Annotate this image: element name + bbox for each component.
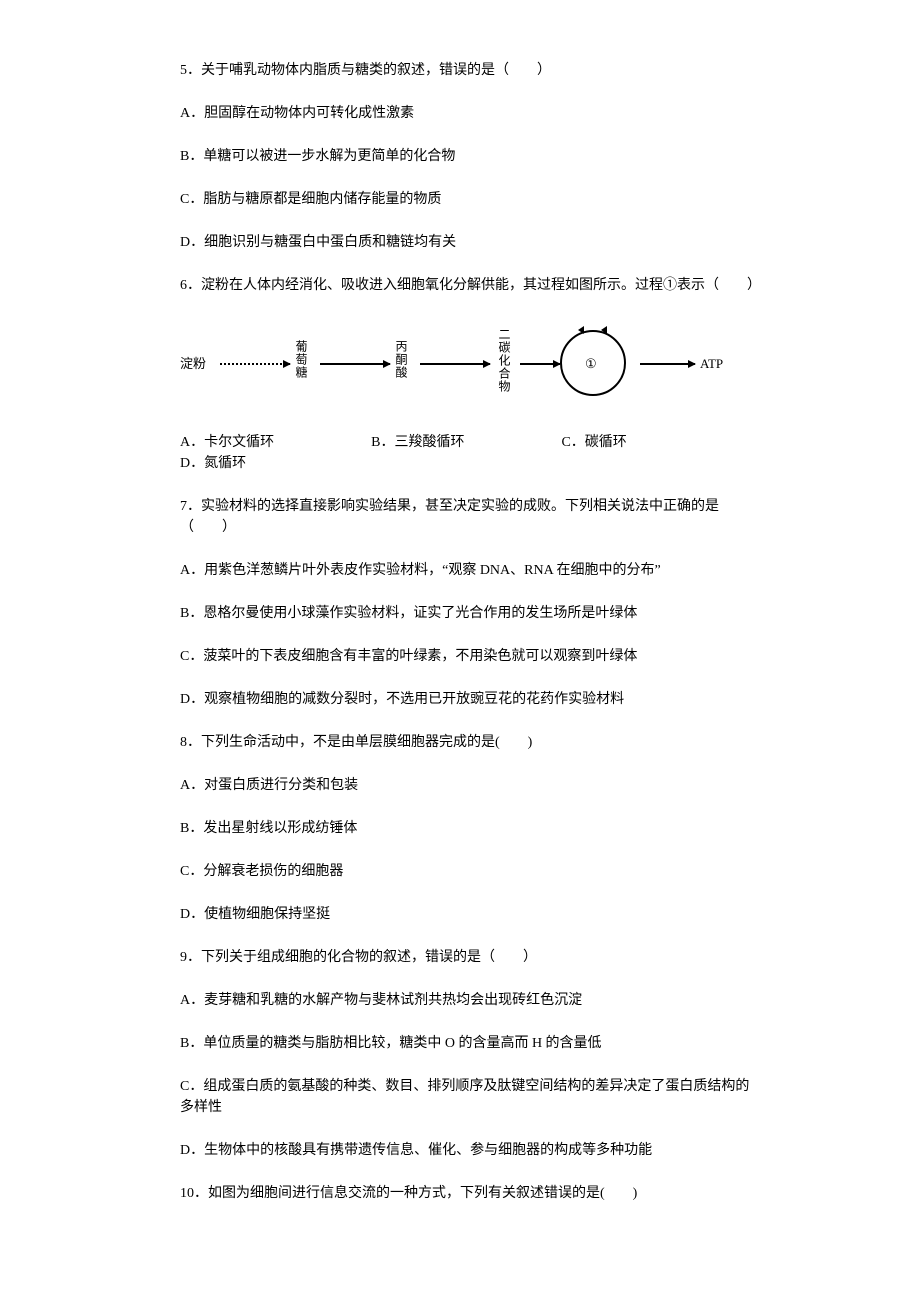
q7-option-a: A．用紫色洋葱鳞片叶外表皮作实验材料，“观察 DNA、RNA 在细胞中的分布”	[180, 560, 760, 581]
arrow-icon	[640, 363, 695, 365]
arrow-icon	[220, 363, 290, 365]
arrow-icon	[420, 363, 490, 365]
arrowhead-icon	[283, 360, 291, 368]
q6-option-b: B．三羧酸循环	[371, 432, 464, 453]
q5-option-b: B．单糖可以被进一步水解为更简单的化合物	[180, 146, 760, 167]
q5-option-d: D．细胞识别与糖蛋白中蛋白质和糖链均有关	[180, 232, 760, 253]
q7-option-d: D．观察植物细胞的减数分裂时，不选用已开放豌豆花的花药作实验材料	[180, 689, 760, 710]
q6-option-c: C．碳循环	[561, 432, 626, 453]
q8-option-d: D．使植物细胞保持坚挺	[180, 904, 760, 925]
q6-stem: 6．淀粉在人体内经消化、吸收进入细胞氧化分解供能，其过程如图所示。过程①表示（ …	[180, 275, 760, 296]
arrow-icon	[520, 363, 560, 365]
q10-stem: 10．如图为细胞间进行信息交流的一种方式，下列有关叙述错误的是( )	[180, 1183, 760, 1204]
q8-option-a: A．对蛋白质进行分类和包装	[180, 775, 760, 796]
q8-option-c: C．分解衰老损伤的细胞器	[180, 861, 760, 882]
q8-option-b: B．发出星射线以形成纺锤体	[180, 818, 760, 839]
arrow-icon	[320, 363, 390, 365]
q9-option-c: C．组成蛋白质的氨基酸的种类、数目、排列顺序及肽键空间结构的差异决定了蛋白质结构…	[180, 1076, 760, 1118]
q7-stem: 7．实验材料的选择直接影响实验结果，甚至决定实验的成败。下列相关说法中正确的是（…	[180, 496, 760, 538]
diagram-label-glucose: 葡萄糖	[292, 340, 310, 385]
q5-option-c: C．脂肪与糖原都是细胞内储存能量的物质	[180, 189, 760, 210]
q7-option-b: B．恩格尔曼使用小球藻作实验材料，证实了光合作用的发生场所是叶绿体	[180, 603, 760, 624]
arrowhead-icon	[383, 360, 391, 368]
q9-option-b: B．单位质量的糖类与脂肪相比较，糖类中 O 的含量高而 H 的含量低	[180, 1033, 760, 1054]
diagram-label-c2: 二碳化合物	[495, 328, 513, 399]
q6-option-a: A．卡尔文循环	[180, 432, 274, 453]
exam-page: 5．关于哺乳动物体内脂质与糖类的叙述，错误的是（ ） A．胆固醇在动物体内可转化…	[0, 0, 920, 1302]
q9-option-d: D．生物体中的核酸具有携带遗传信息、催化、参与细胞器的构成等多种功能	[180, 1140, 760, 1161]
diagram-label-atp: ATP	[700, 354, 723, 374]
q5-option-a: A．胆固醇在动物体内可转化成性激素	[180, 103, 760, 124]
arrowhead-icon	[688, 360, 696, 368]
q7-option-c: C．菠菜叶的下表皮细胞含有丰富的叶绿素，不用染色就可以观察到叶绿体	[180, 646, 760, 667]
cycle-tick-icon	[578, 326, 584, 334]
q6-diagram: 淀粉 葡萄糖 丙酮酸 二碳化合物 ① ATP	[180, 318, 740, 408]
q9-option-a: A．麦芽糖和乳糖的水解产物与斐林试剂共热均会出现砖红色沉淀	[180, 990, 760, 1011]
q5-stem: 5．关于哺乳动物体内脂质与糖类的叙述，错误的是（ ）	[180, 60, 760, 81]
arrowhead-icon	[483, 360, 491, 368]
cycle-tick-icon	[601, 326, 607, 334]
diagram-label-starch: 淀粉	[180, 354, 206, 374]
q9-stem: 9．下列关于组成细胞的化合物的叙述，错误的是（ ）	[180, 947, 760, 968]
q6-option-d: D．氮循环	[180, 453, 246, 474]
diagram-label-pyruvate: 丙酮酸	[392, 340, 410, 385]
q6-options-row: A．卡尔文循环 B．三羧酸循环 C．碳循环 D．氮循环	[180, 432, 760, 474]
diagram-label-cycle: ①	[585, 354, 597, 374]
q8-stem: 8．下列生命活动中，不是由单层膜细胞器完成的是( )	[180, 732, 760, 753]
